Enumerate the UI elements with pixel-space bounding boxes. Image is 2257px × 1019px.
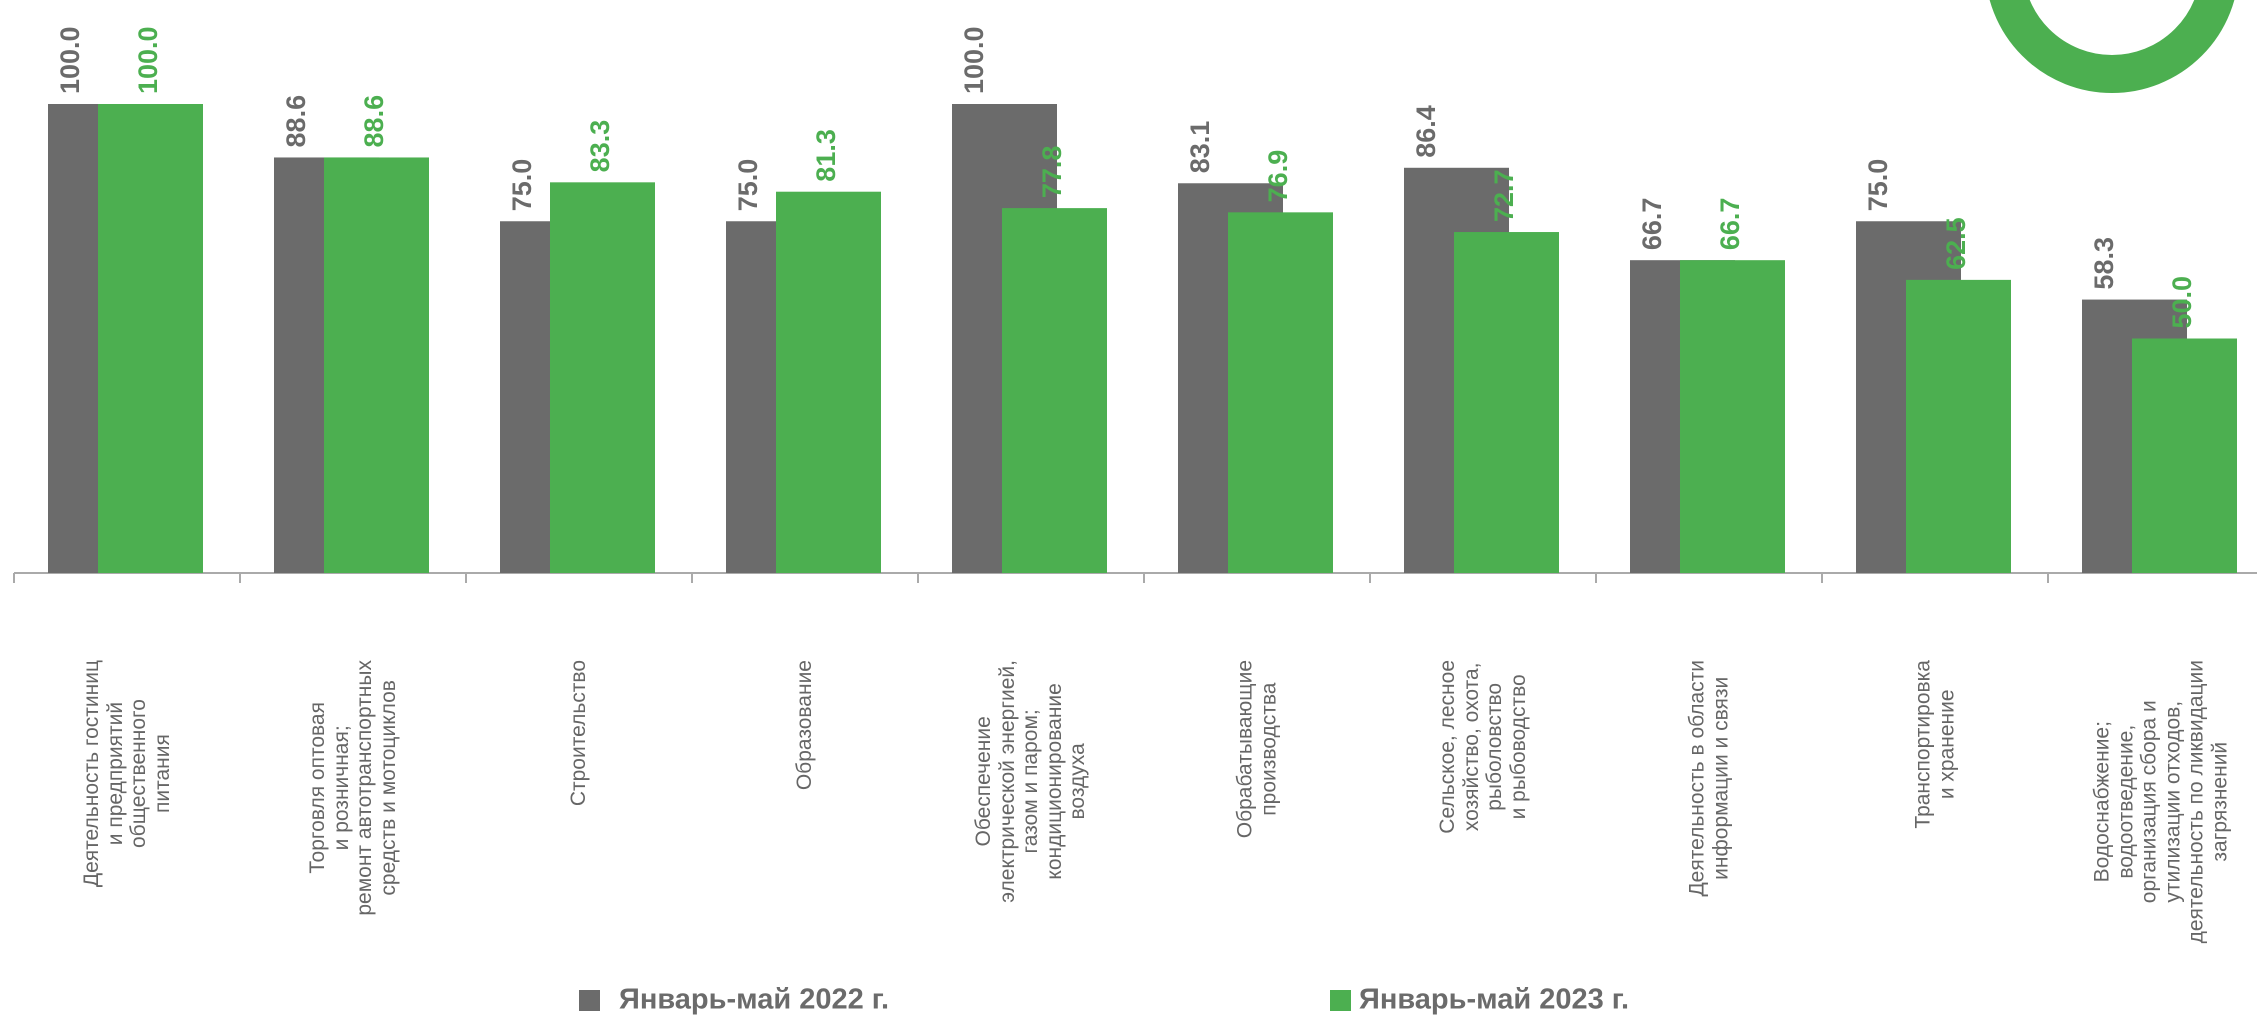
value-label: 77.8 xyxy=(1037,146,1067,199)
value-label: 76.9 xyxy=(1263,150,1293,203)
x-tick-label: Деятельность в области информации и связ… xyxy=(1685,660,1732,897)
x-tick-label: Сельское, лесное хозяйство, охота, рыбол… xyxy=(1435,660,1530,834)
x-tick-label: Водоснабжение; водоотведение, организаци… xyxy=(2090,660,2232,944)
value-label: 58.3 xyxy=(2089,237,2119,290)
x-tick-label: Строительство xyxy=(567,660,591,807)
value-label: 83.3 xyxy=(585,120,615,173)
x-tick-label: Транспортировка и хранение xyxy=(1911,660,1958,829)
bar xyxy=(98,104,203,573)
x-tick-label: Деятельность гостиниц и предприятий обще… xyxy=(79,660,174,888)
x-tick-label: Образование xyxy=(793,660,817,791)
value-label: 100.0 xyxy=(55,26,85,94)
x-tick-label: Обеспечение электрической энергией, газо… xyxy=(972,660,1090,903)
legend-swatch xyxy=(1330,990,1351,1011)
value-label: 50.0 xyxy=(2167,276,2197,329)
value-label: 66.7 xyxy=(1637,198,1667,251)
legend-label: Январь-май 2023 г. xyxy=(1359,984,1629,1016)
value-label: 66.7 xyxy=(1715,198,1745,251)
value-label: 81.3 xyxy=(811,129,841,182)
legend-label: Январь-май 2022 г. xyxy=(619,984,889,1016)
value-label: 72.7 xyxy=(1489,169,1519,222)
bar xyxy=(776,191,881,573)
x-tick-label: Торговля оптовая и розничная; ремонт авт… xyxy=(305,660,400,916)
bar xyxy=(1906,279,2011,573)
bar xyxy=(1454,232,1559,574)
value-label: 100.0 xyxy=(959,26,989,94)
x-tick-label: Обрабатывающие производства xyxy=(1233,660,1280,839)
value-label: 88.6 xyxy=(359,95,389,148)
value-label: 83.1 xyxy=(1185,121,1215,174)
bar xyxy=(324,157,429,573)
value-label: 75.0 xyxy=(507,159,537,212)
legend-swatch xyxy=(579,990,600,1011)
bar xyxy=(2132,338,2237,573)
value-label: 100.0 xyxy=(133,26,163,94)
value-label: 86.4 xyxy=(1411,105,1441,158)
value-label: 62.5 xyxy=(1941,217,1971,270)
value-label: 75.0 xyxy=(1863,159,1893,212)
bar xyxy=(1228,212,1333,574)
decor-ring xyxy=(1989,0,2235,93)
bar xyxy=(1680,260,1785,573)
bar xyxy=(550,182,655,573)
bar xyxy=(1002,208,1107,574)
value-label: 88.6 xyxy=(281,95,311,148)
value-label: 75.0 xyxy=(733,159,763,212)
